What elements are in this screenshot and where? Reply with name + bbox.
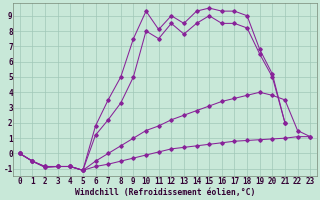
X-axis label: Windchill (Refroidissement éolien,°C): Windchill (Refroidissement éolien,°C) — [75, 188, 255, 197]
